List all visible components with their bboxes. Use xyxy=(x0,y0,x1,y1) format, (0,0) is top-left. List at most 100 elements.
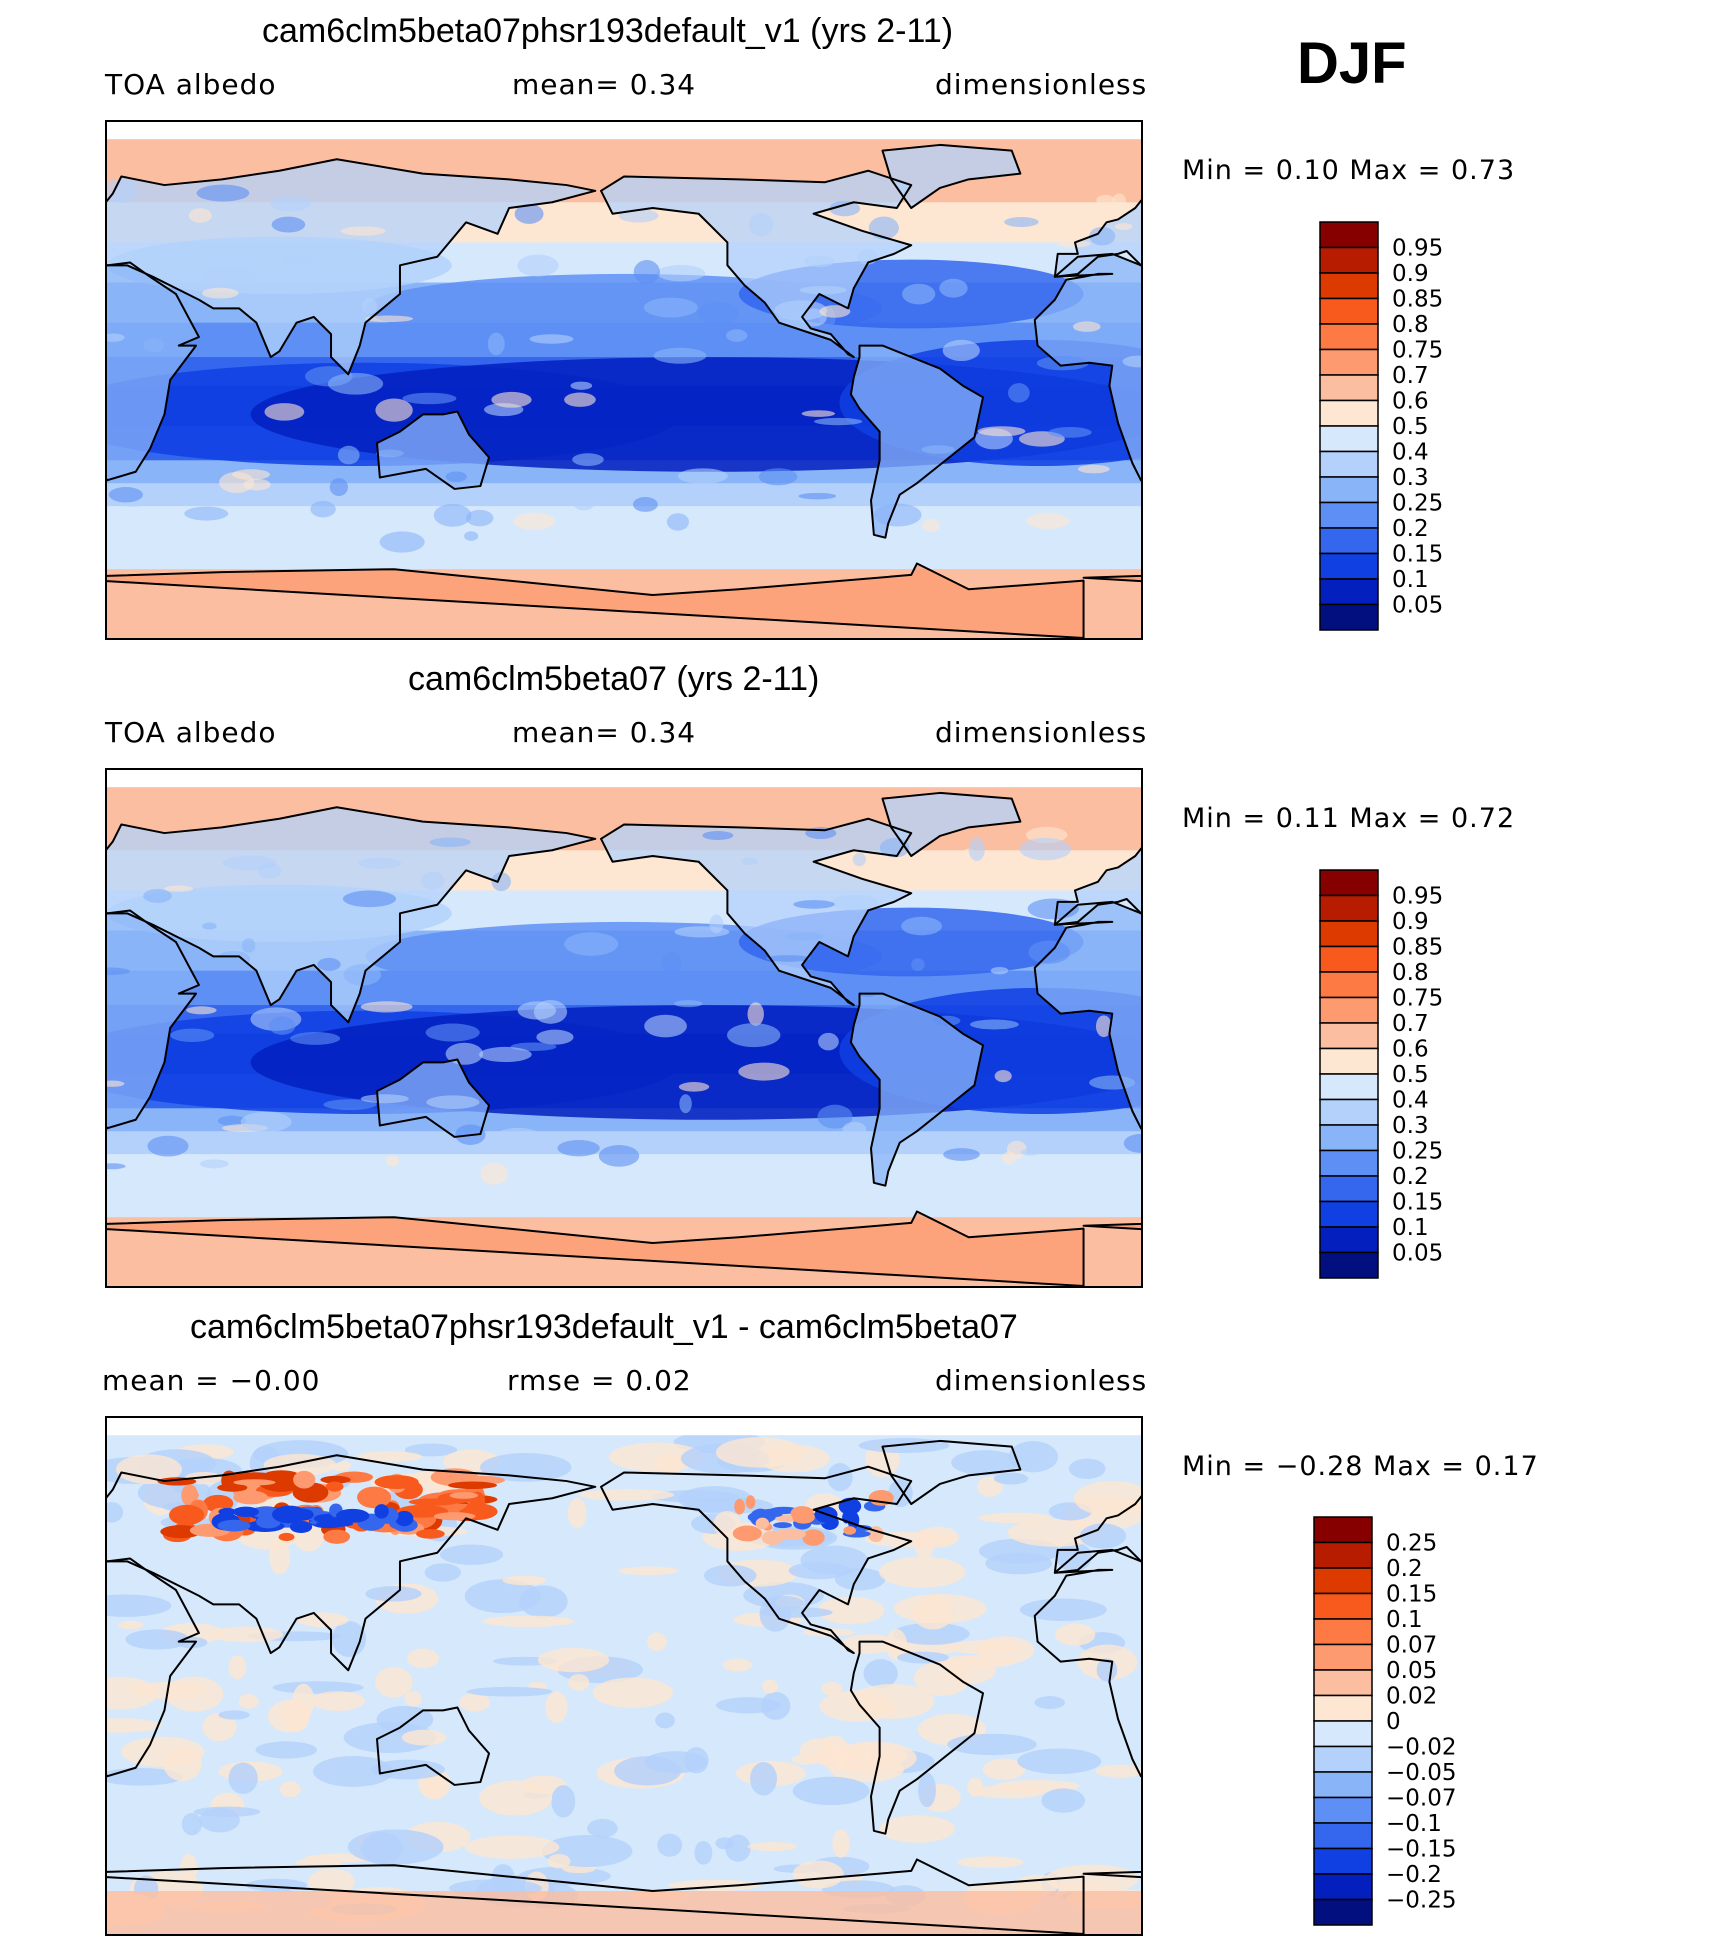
colorbar-tick-label: 0.1 xyxy=(1386,1607,1423,1633)
panel2-colorbar: 0.95 0.9 0.85 0.8 0.75 0.7 0.6 0.5 0.4 0.3 0.25 0.2… xyxy=(1318,868,1498,1288)
coastline xyxy=(881,143,1022,209)
colorbar-swatch xyxy=(1319,1124,1379,1152)
colorbar-tick-label: 0.7 xyxy=(1392,1011,1429,1037)
colorbar-swatch xyxy=(1319,501,1379,529)
colorbar-swatch xyxy=(1319,1175,1379,1203)
colorbar-tick-label: 0.25 xyxy=(1392,491,1443,517)
coastline xyxy=(849,992,985,1187)
colorbar-tick-label: 0.1 xyxy=(1392,1215,1429,1241)
colorbar-swatch xyxy=(1313,1516,1373,1544)
colorbar-tick-label: −0.02 xyxy=(1386,1735,1456,1761)
colorbar-swatch xyxy=(1313,1847,1373,1875)
colorbar-tick-label: 0 xyxy=(1386,1709,1401,1735)
colorbar-swatch xyxy=(1313,1541,1373,1569)
colorbar-swatch xyxy=(1319,374,1379,402)
colorbar-swatch xyxy=(1319,894,1379,922)
coastline xyxy=(1033,1548,1141,1778)
colorbar-tick-label: 0.1 xyxy=(1392,567,1429,593)
colorbar-swatch xyxy=(1319,425,1379,453)
colorbar-tick-label: 0.85 xyxy=(1392,935,1443,961)
colorbar-tick-label: 0.5 xyxy=(1392,414,1429,440)
colorbar-swatch xyxy=(1319,971,1379,999)
panel3-map xyxy=(105,1416,1143,1936)
colorbar-swatch xyxy=(1313,1720,1373,1748)
panel1-minmax: Min = 0.10 Max = 0.73 xyxy=(1182,155,1516,186)
colorbar-tick-label: 0.25 xyxy=(1392,1139,1443,1165)
panel2-variable-label: TOA albedo xyxy=(105,716,277,749)
coastline xyxy=(1033,252,1141,482)
colorbar-tick-label: −0.15 xyxy=(1386,1837,1456,1863)
colorbar-swatch xyxy=(1313,1592,1373,1620)
colorbar-tick-label: 0.05 xyxy=(1392,593,1443,619)
colorbar-tick-label: 0.95 xyxy=(1392,884,1443,910)
colorbar-tick-label: 0.05 xyxy=(1386,1658,1437,1684)
panel3-mean-label: mean = −0.00 xyxy=(102,1364,321,1397)
colorbar-tick-label: 0.7 xyxy=(1392,363,1429,389)
colorbar-swatch xyxy=(1319,1073,1379,1101)
colorbar-tick-label: 0.15 xyxy=(1392,1190,1443,1216)
coastline xyxy=(600,169,913,359)
coastline xyxy=(107,1454,597,1672)
colorbar-swatch xyxy=(1313,1771,1373,1799)
panel1-variable-label: TOA albedo xyxy=(105,68,277,101)
colorbar-tick-label: 0.75 xyxy=(1392,986,1443,1012)
colorbar-swatch xyxy=(1313,1618,1373,1646)
coastline xyxy=(849,344,985,539)
colorbar-tick-label: 0.15 xyxy=(1392,542,1443,568)
colorbar-swatch xyxy=(1313,1567,1373,1595)
panel1-mean-label: mean= 0.34 xyxy=(512,68,697,101)
colorbar-tick-label: 0.25 xyxy=(1386,1531,1437,1557)
colorbar-tick-label: 0.3 xyxy=(1392,465,1429,491)
colorbar-swatch xyxy=(1319,869,1379,897)
colorbar-swatch xyxy=(1319,476,1379,504)
colorbar-tick-label: 0.2 xyxy=(1392,516,1429,542)
colorbar-swatch xyxy=(1319,578,1379,606)
colorbar-swatch xyxy=(1313,1745,1373,1773)
panel2-minmax: Min = 0.11 Max = 0.72 xyxy=(1182,803,1516,834)
coastline xyxy=(1033,900,1141,1130)
colorbar-swatch xyxy=(1319,1149,1379,1177)
coastline xyxy=(107,158,597,376)
colorbar-swatch xyxy=(1319,945,1379,973)
colorbar-swatch xyxy=(1313,1898,1373,1926)
coastline xyxy=(107,1858,1085,1934)
panel2-map xyxy=(105,768,1143,1288)
colorbar-tick-label: −0.05 xyxy=(1386,1760,1456,1786)
colorbar-tick-label: 0.8 xyxy=(1392,312,1429,338)
panel3-title: cam6clm5beta07phsr193default_v1 - cam6cl… xyxy=(190,1308,1018,1346)
colorbar-tick-label: 0.6 xyxy=(1392,389,1429,415)
panel2-title: cam6clm5beta07 (yrs 2-11) xyxy=(408,660,820,698)
coastline xyxy=(881,1439,1022,1505)
colorbar-tick-label: 0.8 xyxy=(1392,960,1429,986)
colorbar-swatch xyxy=(1319,348,1379,376)
colorbar-swatch xyxy=(1319,1098,1379,1126)
colorbar-swatch xyxy=(1313,1643,1373,1671)
colorbar-swatch xyxy=(1319,399,1379,427)
colorbar-swatch xyxy=(1319,450,1379,478)
colorbar-swatch xyxy=(1319,1226,1379,1254)
coastline xyxy=(881,791,1022,857)
colorbar-tick-label: 0.85 xyxy=(1392,287,1443,313)
coastline xyxy=(375,1706,491,1786)
panel2-mean-label: mean= 0.34 xyxy=(512,716,697,749)
coastline xyxy=(375,1058,491,1138)
coastline xyxy=(107,562,1085,638)
colorbar-tick-label: 0.9 xyxy=(1392,909,1429,935)
colorbar-swatch xyxy=(1319,297,1379,325)
colorbar-swatch xyxy=(1319,527,1379,555)
panel1-units-label: dimensionless xyxy=(935,68,1148,101)
colorbar-swatch xyxy=(1313,1822,1373,1850)
panel3-minmax: Min = −0.28 Max = 0.17 xyxy=(1182,1451,1539,1482)
colorbar-tick-label: 0.95 xyxy=(1392,236,1443,262)
colorbar-tick-label: 0.75 xyxy=(1392,338,1443,364)
colorbar-tick-label: −0.25 xyxy=(1386,1888,1456,1914)
colorbar-tick-label: 0.15 xyxy=(1386,1582,1437,1608)
coastline xyxy=(600,1465,913,1655)
colorbar-tick-label: −0.1 xyxy=(1386,1811,1442,1837)
panel2-units-label: dimensionless xyxy=(935,716,1148,749)
panel3-rmse-label: rmse = 0.02 xyxy=(507,1364,692,1397)
colorbar-tick-label: 0.9 xyxy=(1392,261,1429,287)
panel3-colorbar: 0.25 0.2 0.15 0.1 0.07 0.05 0.02 0 −0.02 −0.05 −0.… xyxy=(1312,1515,1502,1935)
colorbar-swatch xyxy=(1319,1200,1379,1228)
colorbar-tick-label: −0.07 xyxy=(1386,1786,1456,1812)
